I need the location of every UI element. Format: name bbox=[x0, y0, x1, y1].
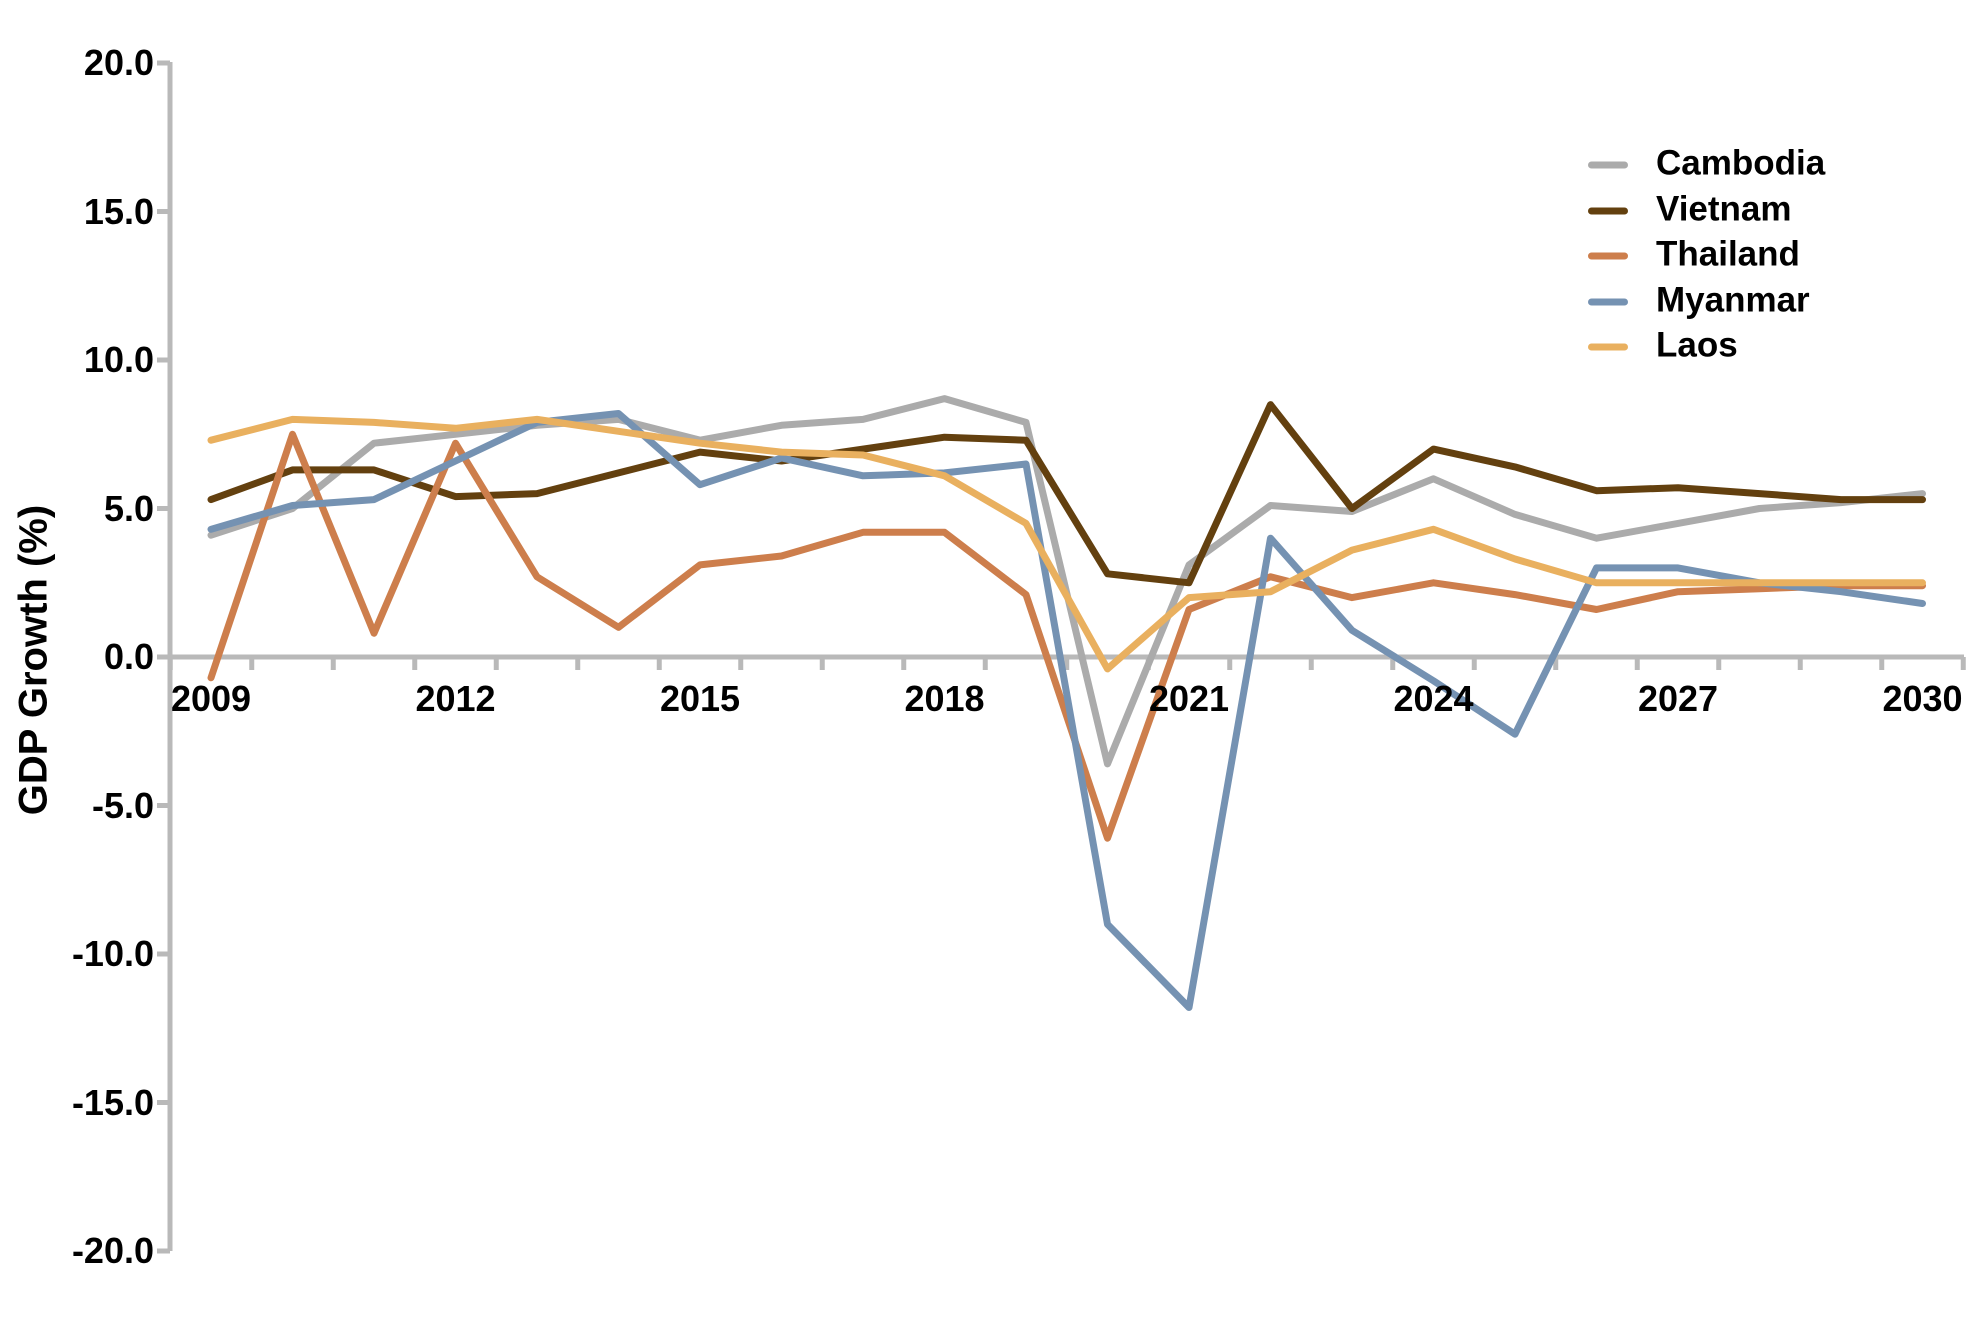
legend-swatch-laos bbox=[1588, 343, 1628, 351]
series-line-vietnam bbox=[207, 401, 1926, 587]
x-tick-label: 2012 bbox=[415, 678, 496, 719]
y-tick-label: 0.0 bbox=[103, 636, 154, 677]
legend-swatch-vietnam bbox=[1588, 207, 1628, 215]
y-tick-label: -20.0 bbox=[71, 1230, 154, 1271]
x-tick-label: 2030 bbox=[1882, 678, 1963, 719]
x-tick-label: 2015 bbox=[659, 678, 741, 719]
legend-label-cambodia: Cambodia bbox=[1656, 143, 1826, 183]
legend-swatch-myanmar bbox=[1588, 298, 1628, 306]
x-tick-label: 2009 bbox=[170, 678, 252, 719]
x-tick-label: 2018 bbox=[904, 678, 985, 719]
y-tick-label: 10.0 bbox=[83, 339, 154, 380]
legend-swatch-thailand bbox=[1588, 252, 1628, 260]
y-tick-label: -15.0 bbox=[71, 1081, 154, 1123]
series-line-thailand bbox=[207, 430, 1926, 842]
x-tick-label: 2027 bbox=[1637, 678, 1719, 719]
x-tick-label: 2021 bbox=[1148, 678, 1230, 719]
y-tick-label: 15.0 bbox=[83, 190, 154, 232]
y-axis-title: GDP Growth (%) bbox=[11, 504, 56, 816]
y-tick-label: -5.0 bbox=[91, 784, 154, 826]
legend-label-thailand: Thailand bbox=[1656, 234, 1800, 274]
legend-label-vietnam: Vietnam bbox=[1656, 188, 1792, 228]
series-line-myanmar bbox=[207, 410, 1926, 1011]
legend-swatch-cambodia bbox=[1588, 161, 1628, 169]
series-line-laos bbox=[207, 415, 1926, 673]
y-tick-label: 20.0 bbox=[83, 42, 154, 83]
x-tick-label: 2024 bbox=[1393, 678, 1474, 719]
legend-label-myanmar: Myanmar bbox=[1656, 280, 1810, 320]
legend-label-laos: Laos bbox=[1656, 325, 1738, 365]
y-tick-label: 5.0 bbox=[103, 487, 154, 529]
y-tick-label: -10.0 bbox=[71, 933, 154, 974]
